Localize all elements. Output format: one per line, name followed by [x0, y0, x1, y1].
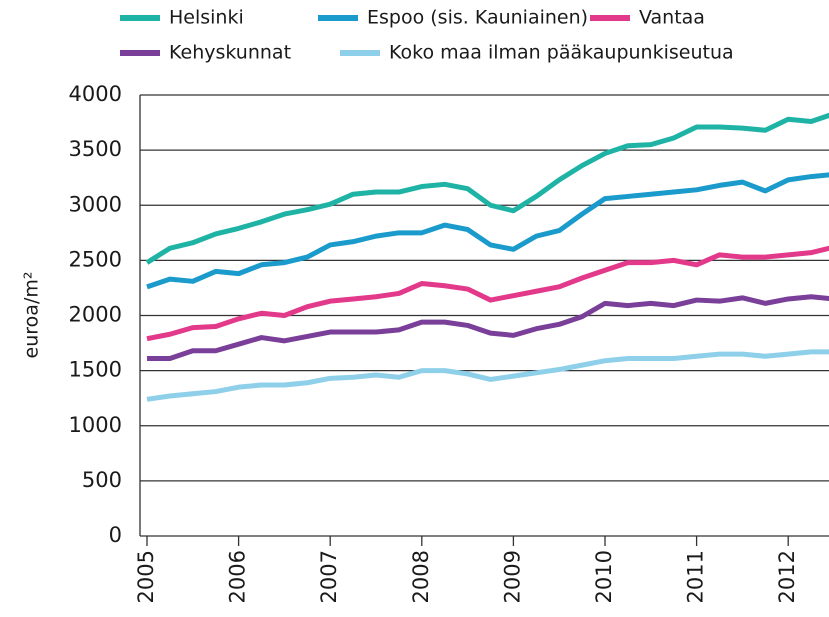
x-tick-label: 2009: [500, 550, 524, 603]
series-line: [146, 349, 829, 402]
y-tick-label: 2500: [69, 247, 122, 271]
lines: [145, 112, 829, 402]
legend: Helsinki Espoo (sis. Kauniainen) Vantaa Keh…: [120, 7, 734, 64]
legend-label: Koko maa ilman pääkaupunkiseutua: [389, 42, 734, 64]
series-line: [146, 172, 829, 290]
y-tick-label: 500: [82, 468, 122, 492]
y-tick-label: 2000: [69, 303, 122, 327]
x-tick-label: 2008: [409, 550, 433, 603]
legend-label: Espoo (sis. Kauniainen): [367, 7, 588, 29]
y-tick-label: 4000: [69, 82, 122, 106]
grid: 0 500 1000 1500 2000 2500 3000 3500 4000 2005 2006…: [69, 82, 829, 603]
x-tick-label: 2007: [317, 550, 341, 603]
legend-label: Kehyskunnat: [169, 42, 291, 64]
legend-label: Helsinki: [169, 7, 244, 29]
x-tick-label: 2006: [226, 550, 250, 603]
y-tick-label: 1000: [69, 413, 122, 437]
x-tick-label: 2011: [684, 550, 708, 603]
y-tick-label: 3000: [69, 192, 122, 216]
y-axis-label: euroa/m²: [21, 272, 43, 359]
x-tick-label: 2010: [592, 550, 616, 603]
series-line: [147, 294, 829, 361]
x-tick-label: 2005: [134, 550, 158, 603]
series-line: [145, 112, 829, 265]
series-line: [146, 245, 829, 342]
y-tick-label: 1500: [69, 358, 122, 382]
x-tick-label: 2012: [775, 550, 799, 603]
y-tick-label: 3500: [69, 137, 122, 161]
y-tick-label: 0: [109, 523, 122, 547]
legend-label: Vantaa: [639, 7, 705, 29]
